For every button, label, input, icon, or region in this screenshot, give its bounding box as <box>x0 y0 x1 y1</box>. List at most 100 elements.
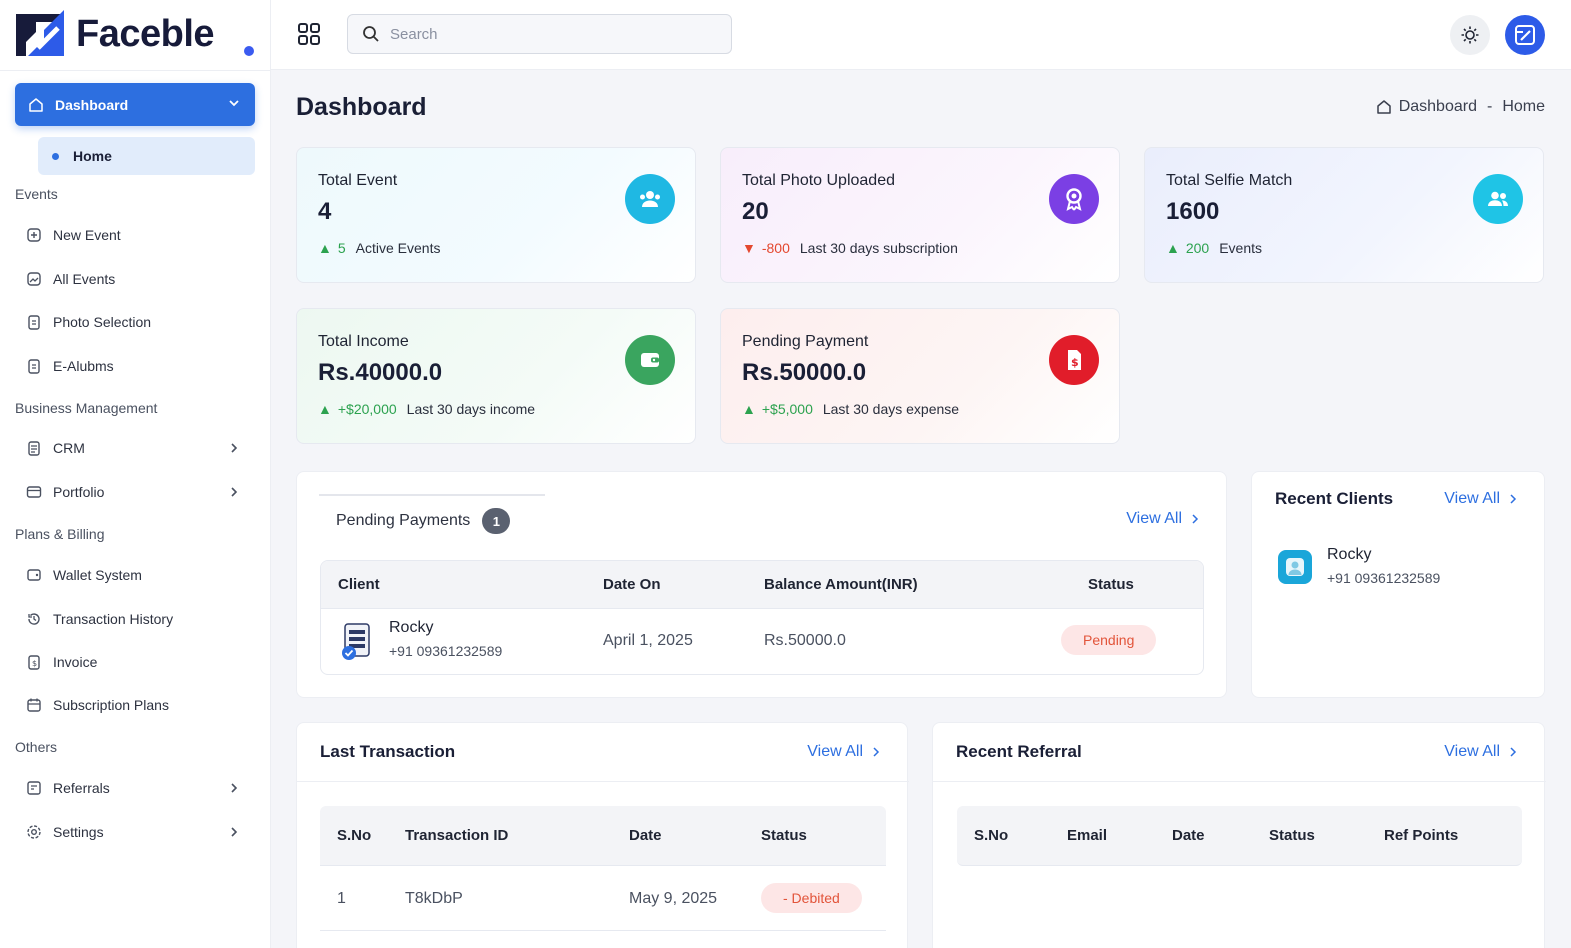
panel-title: Pending Payments <box>336 512 471 529</box>
column-header: Date <box>1172 827 1205 844</box>
stat-meta: ▼ -800 Last 30 days subscription <box>742 240 1099 256</box>
sidebar-item-label: Portfolio <box>53 484 105 500</box>
stat-note: Last 30 days subscription <box>799 240 958 256</box>
sidebar-item-subscription[interactable]: Subscription Plans <box>25 690 250 720</box>
sidebar-item-transaction-history[interactable]: Transaction History <box>25 604 250 634</box>
stat-meta: ▲ 5 Active Events <box>318 240 675 256</box>
client-avatar <box>1278 550 1312 584</box>
tab-underline <box>319 494 545 496</box>
breadcrumb-parent[interactable]: Dashboard <box>1398 98 1477 115</box>
stat-note: Last 30 days expense <box>822 401 960 417</box>
sidebar-item-label: E-Alubms <box>53 358 114 374</box>
profile-avatar-button[interactable] <box>1505 15 1545 55</box>
theme-toggle-button[interactable] <box>1450 15 1490 55</box>
gallery-icon <box>25 270 43 288</box>
logo-dot <box>244 46 254 56</box>
sidebar-item-portfolio[interactable]: Portfolio <box>25 477 250 507</box>
sidebar-item-crm[interactable]: CRM <box>25 433 250 463</box>
sidebar-item-dashboard[interactable]: Dashboard <box>15 83 255 126</box>
column-header: Date <box>629 827 662 844</box>
sidebar-item-settings[interactable]: Settings <box>25 817 250 847</box>
chevron-right-icon <box>1510 747 1517 757</box>
stat-value: 4 <box>318 198 332 225</box>
bill-icon: $ <box>1049 335 1099 385</box>
table-row[interactable]: Rocky +91 09361232589 April 1, 2025 Rs.5… <box>321 609 1203 674</box>
trend-down-icon: ▼ <box>742 240 756 256</box>
table-header: S.No Transaction ID Date Status <box>320 806 886 866</box>
sidebar-item-label: Transaction History <box>53 611 174 627</box>
client-phone: +91 09361232589 <box>1327 570 1441 586</box>
sidebar-item-label: Invoice <box>53 654 98 670</box>
sidebar-item-new-event[interactable]: New Event <box>25 220 250 250</box>
stat-value: Rs.50000.0 <box>742 359 867 386</box>
wallet-icon <box>25 566 43 584</box>
sidebar-item-label: Wallet System <box>53 567 142 583</box>
view-all-link[interactable]: View All <box>1444 490 1518 508</box>
divider <box>0 70 271 71</box>
divider <box>933 781 1546 782</box>
tab-pending-payments[interactable]: Pending Payments 1 <box>336 508 511 534</box>
stat-meta: ▲ +$20,000 Last 30 days income <box>318 401 675 417</box>
trend-up-icon: ▲ <box>318 401 332 417</box>
sidebar-item-home[interactable]: Home <box>38 137 255 175</box>
view-all-link[interactable]: View All <box>1126 510 1200 528</box>
chevron-right-icon <box>231 783 238 793</box>
column-header: Status <box>1088 576 1134 593</box>
stat-delta: 5 <box>337 240 346 256</box>
status-badge: - Debited <box>761 883 862 913</box>
column-header: Status <box>1269 827 1315 844</box>
view-all-link[interactable]: View All <box>1444 743 1518 761</box>
sidebar-item-wallet[interactable]: Wallet System <box>25 560 250 590</box>
stat-note: Active Events <box>355 240 441 256</box>
users-icon <box>625 174 675 224</box>
sidebar-item-label: CRM <box>53 440 85 456</box>
logo-icon <box>1515 25 1535 45</box>
view-all-label: View All <box>1444 743 1500 760</box>
column-header: Ref Points <box>1384 827 1459 844</box>
row-sno: 1 <box>337 890 346 907</box>
stat-meta: ▲ +$5,000 Last 30 days expense <box>742 401 1099 417</box>
column-header: Status <box>761 827 807 844</box>
view-all-label: View All <box>807 743 863 760</box>
chevron-right-icon <box>1192 514 1199 524</box>
search-input[interactable] <box>390 25 710 43</box>
sidebar-item-label: All Events <box>53 271 116 287</box>
table-header: Client Date On Balance Amount(INR) Statu… <box>321 561 1203 609</box>
sidebar-item-photo-selection[interactable]: Photo Selection <box>25 307 250 337</box>
sidebar-item-invoice[interactable]: $ Invoice <box>25 647 250 677</box>
logo-icon <box>16 10 64 56</box>
page-title: Dashboard <box>296 93 427 121</box>
last-transaction-panel: Last Transaction View All S.No Transacti… <box>296 722 909 948</box>
stat-delta: -800 <box>761 240 790 256</box>
client-name[interactable]: Rocky <box>1327 546 1372 563</box>
logo[interactable]: Faceble <box>14 8 215 60</box>
search-box <box>347 14 732 54</box>
view-all-link[interactable]: View All <box>807 743 881 761</box>
referral-icon <box>25 779 43 797</box>
home-icon <box>1376 100 1391 114</box>
sidebar-item-label: Home <box>73 148 112 164</box>
sidebar-item-label: Dashboard <box>55 96 129 113</box>
sun-icon <box>1461 26 1479 44</box>
document-icon <box>25 439 43 457</box>
recent-referral-panel: Recent Referral View All S.No Email Date… <box>932 722 1546 948</box>
sidebar-item-label: Subscription Plans <box>53 697 169 713</box>
bullet-icon <box>52 152 59 160</box>
breadcrumb-current: Home <box>1502 98 1545 115</box>
panel-title: Recent Clients <box>1275 489 1394 508</box>
logo-text: Faceble <box>76 12 215 55</box>
chevron-right-icon <box>1510 494 1517 504</box>
sidebar-item-all-events[interactable]: All Events <box>25 264 250 294</box>
sidebar-item-referrals[interactable]: Referrals <box>25 773 250 803</box>
table-row[interactable]: 1 T8kDbP May 9, 2025 - Debited <box>320 867 886 931</box>
sidebar-item-label: Referrals <box>53 780 110 796</box>
dashboard-icon <box>29 97 43 112</box>
chevron-down-icon <box>229 100 239 107</box>
chevron-right-icon <box>873 747 880 757</box>
invoice-icon: $ <box>25 653 43 671</box>
sidebar-item-e-albums[interactable]: E-Alubms <box>25 351 250 381</box>
svg-text:$: $ <box>1071 356 1079 369</box>
apps-grid-icon[interactable] <box>297 22 321 46</box>
section-others: Others <box>15 739 58 755</box>
column-header: Date On <box>603 576 661 593</box>
